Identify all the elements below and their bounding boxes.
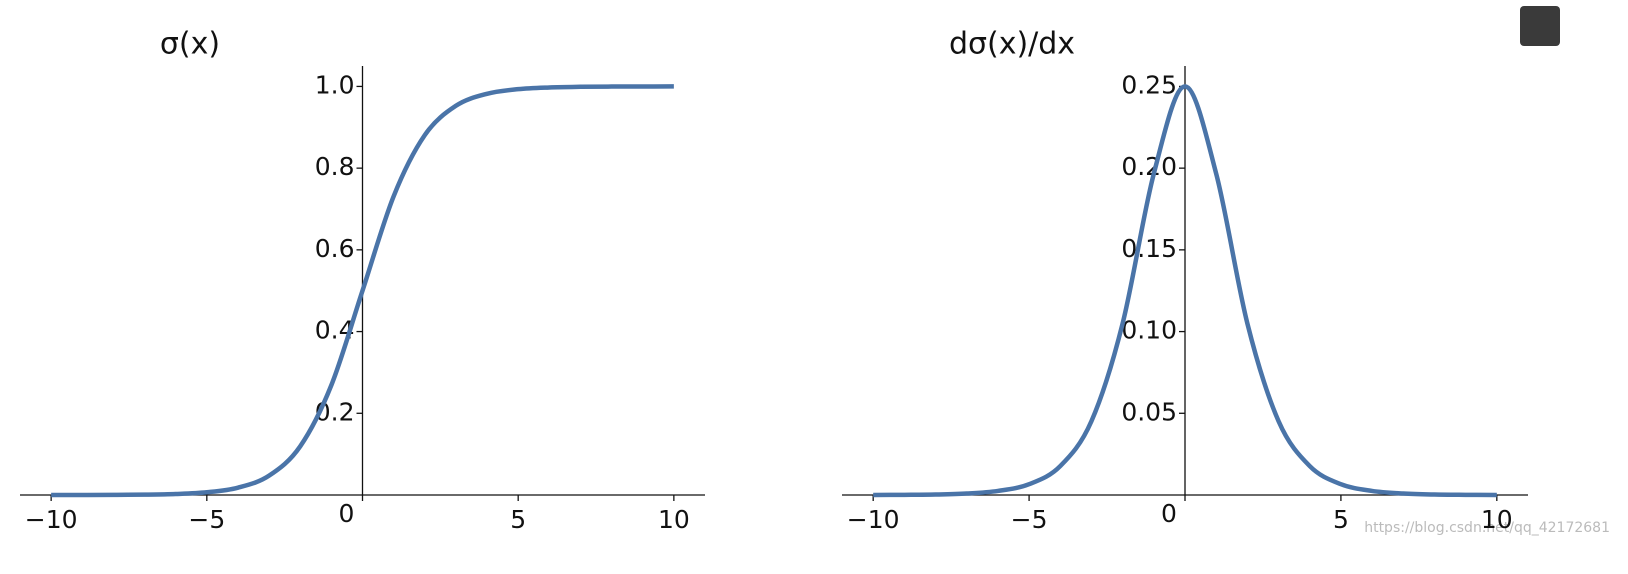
x-tick-label: −10 <box>847 505 900 534</box>
x-tick-label: 0 <box>1161 499 1177 528</box>
y-tick-label: 0.20 <box>1121 152 1177 181</box>
watermark: https://blog.csdn.net/qq_42172681 <box>1364 520 1610 536</box>
x-tick-label: −10 <box>25 505 78 534</box>
y-tick-label: 0.6 <box>315 234 355 263</box>
corner-badge <box>1520 6 1560 46</box>
y-tick-label: 0.15 <box>1121 234 1177 263</box>
chart-title: σ(x) <box>160 27 220 62</box>
y-tick-label: 0.05 <box>1121 397 1177 426</box>
line <box>873 84 1497 498</box>
y-tick-label: 0.25 <box>1121 70 1177 99</box>
x-tick-label: 5 <box>1333 505 1349 534</box>
y-tick-label: 1.0 <box>315 70 355 99</box>
x-tick-label: −5 <box>188 505 225 534</box>
x-tick-label: −5 <box>1011 505 1048 534</box>
x-tick-label: 10 <box>1481 505 1513 534</box>
x-tick-label: 0 <box>339 499 355 528</box>
y-tick-label: 0.10 <box>1121 316 1177 345</box>
y-tick-label: 0.8 <box>315 152 355 181</box>
x-tick-label: 10 <box>658 505 690 534</box>
chart-title: dσ(x)/dx <box>949 27 1075 62</box>
x-tick-label: 5 <box>510 505 526 534</box>
line <box>51 84 674 498</box>
